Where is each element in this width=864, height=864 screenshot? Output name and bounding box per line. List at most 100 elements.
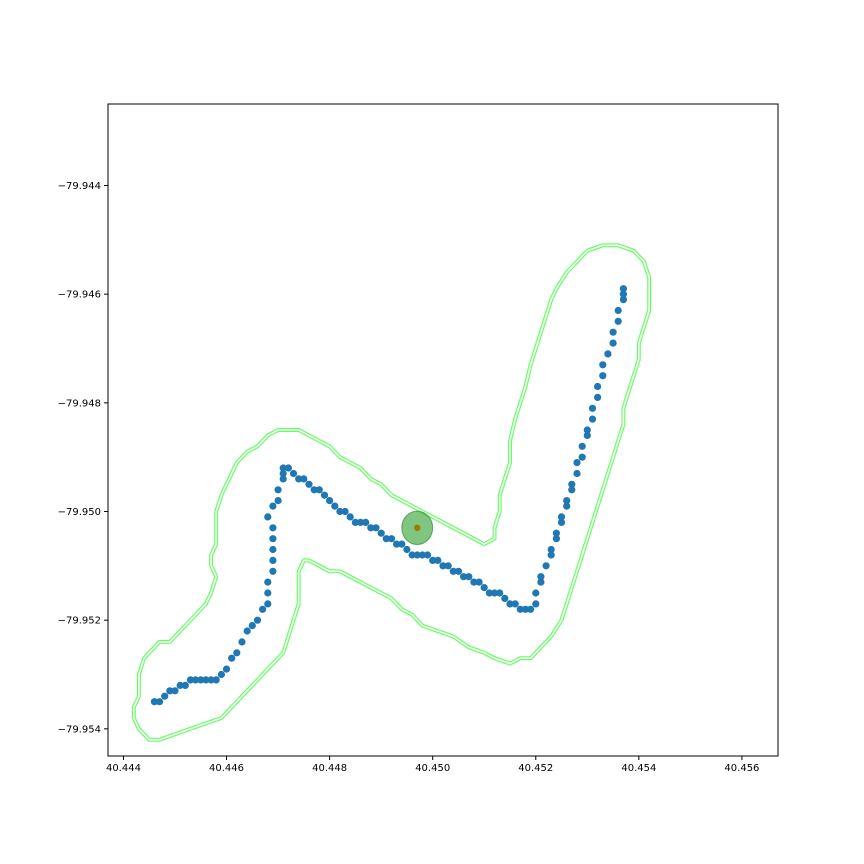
path-point (233, 649, 241, 657)
path-point (253, 616, 262, 624)
path-point (274, 486, 282, 494)
path-point (320, 491, 329, 499)
path-point (269, 556, 277, 565)
path-point (393, 540, 401, 548)
path-point (506, 600, 514, 608)
path-point (279, 475, 287, 483)
path-point (356, 518, 365, 527)
path-point (228, 654, 236, 662)
path-point (511, 600, 519, 608)
x-tick-label: 40.450 (415, 763, 450, 774)
path-point (557, 513, 566, 521)
y-tick-label: −79.952 (58, 616, 101, 627)
path-point (207, 676, 215, 684)
x-tick-label: 40.456 (724, 763, 759, 774)
path-point (264, 513, 272, 521)
path-point (295, 475, 303, 483)
path-point (568, 480, 576, 488)
path-point (161, 692, 169, 700)
path-point (527, 605, 535, 613)
path-point (552, 535, 561, 543)
path-point (362, 518, 370, 527)
path-point (367, 524, 375, 532)
path-point (439, 562, 447, 570)
path-point (475, 578, 483, 586)
path-point (578, 442, 586, 450)
path-point (537, 578, 545, 586)
path-point (573, 469, 581, 478)
path-point (403, 545, 411, 554)
y-tick-label: −79.950 (58, 507, 101, 518)
path-point (382, 535, 390, 543)
path-point (619, 296, 628, 304)
path-point (532, 589, 540, 597)
highlight-center-point (414, 524, 421, 531)
y-tick-label: −79.948 (58, 398, 101, 409)
path-point (594, 382, 602, 391)
path-point (532, 600, 540, 608)
path-point (573, 459, 581, 467)
path-point (171, 687, 179, 695)
path-point (614, 306, 622, 315)
path-point (181, 681, 189, 690)
path-point (310, 486, 318, 494)
path-point (429, 556, 437, 565)
path-point (336, 507, 344, 516)
path-point (485, 589, 493, 597)
path-point (423, 551, 432, 559)
path-point (444, 562, 452, 570)
path-point (449, 567, 457, 575)
path-point (480, 584, 488, 592)
path-point (537, 573, 545, 581)
path-point (583, 426, 591, 434)
path-point (331, 502, 339, 510)
path-point (351, 518, 359, 527)
path-point (222, 665, 231, 673)
x-tick-label: 40.448 (312, 763, 347, 774)
path-point (563, 502, 571, 510)
path-point (212, 676, 220, 684)
path-point (599, 361, 607, 369)
path-point (176, 681, 184, 690)
path-point (501, 594, 509, 603)
path-point (470, 578, 478, 586)
path-point (155, 698, 164, 706)
path-points (150, 285, 628, 706)
path-point (398, 540, 406, 548)
path-point (346, 513, 354, 521)
path-point (264, 589, 272, 597)
path-point (279, 469, 287, 478)
path-point (547, 551, 555, 559)
path-point (547, 545, 555, 554)
path-point (563, 497, 571, 505)
path-point (202, 676, 210, 684)
path-point (269, 502, 277, 510)
path-point (542, 562, 550, 570)
y-tick-label: −79.954 (58, 724, 101, 735)
path-point (264, 600, 272, 608)
path-point (516, 605, 524, 613)
axes-frame (107, 103, 779, 757)
path-point (259, 605, 267, 613)
path-point (434, 556, 442, 565)
path-point (413, 551, 421, 559)
path-point (305, 480, 313, 488)
path-point (269, 545, 277, 554)
path-point (552, 529, 561, 537)
path-point (289, 469, 298, 478)
path-point (315, 486, 323, 494)
x-tick-label: 40.444 (106, 763, 141, 774)
path-point (274, 497, 282, 505)
path-point (248, 622, 256, 630)
path-point (326, 497, 334, 505)
path-point (599, 372, 607, 380)
path-point (588, 404, 597, 412)
path-point (588, 415, 597, 423)
path-point (197, 676, 205, 684)
path-point (341, 507, 349, 516)
path-point (609, 339, 617, 347)
y-tick-label: −79.946 (58, 290, 101, 301)
path-point (619, 290, 628, 298)
path-point (568, 486, 576, 494)
